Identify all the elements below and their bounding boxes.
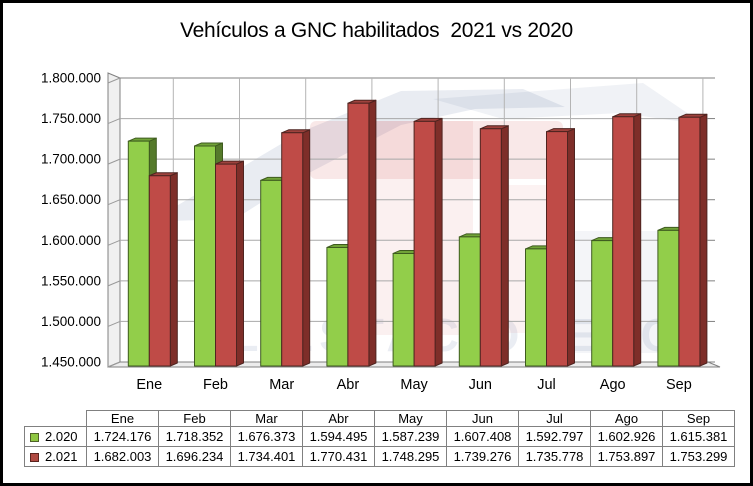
bar-face-2.020-Sep	[657, 229, 680, 367]
bar-side-2.021-Jun	[500, 125, 509, 367]
bar-face-2.020-Ene	[127, 140, 150, 367]
bar-side-2.021-Jul	[567, 128, 575, 367]
gridline-wall-slant	[107, 118, 121, 125]
table-header-Jun: Jun	[446, 410, 519, 427]
gridline-wall-slant	[107, 361, 121, 368]
x-tick-label: Abr	[337, 377, 360, 393]
bar-face-2.020-May	[392, 252, 415, 367]
table-header-May: May	[374, 410, 447, 427]
x-tick-label: May	[400, 377, 428, 393]
table-cell: 1.602.926	[590, 426, 663, 447]
legend-key-2.020: 2.020	[24, 426, 87, 447]
table-row-2.020: 2.020 1.724.176 1.718.352 1.676.373 1.594.49…	[24, 426, 735, 447]
bar-side-2.021-Ago	[633, 113, 642, 367]
legend-label-2.021: 2.021	[45, 449, 78, 464]
table-cell: 1.718.352	[158, 426, 231, 447]
bar-face-2.020-Feb	[194, 145, 216, 367]
gridline-wall-slant	[107, 320, 121, 327]
y-tick-label: 1.500.000	[41, 314, 101, 329]
bar-side-2.021-Mar	[302, 129, 311, 367]
table-header-Jul: Jul	[518, 410, 591, 427]
data-table: Ene Feb Mar Abr May Jun Jul Ago Sep 2.020 1.724.17…	[24, 410, 735, 467]
table-cell: 1.735.778	[518, 446, 591, 467]
table-cell: 1.594.495	[302, 426, 375, 447]
bar-face-2.021-Jun	[479, 128, 502, 367]
x-tick-label: Sep	[666, 377, 692, 393]
bar-side-2.021-Abr	[368, 99, 377, 367]
x-tick-label: Mar	[269, 377, 294, 393]
legend-swatch-2.021	[30, 453, 39, 462]
x-tick-label: Ene	[136, 377, 162, 393]
table-cell: 1.607.408	[446, 426, 519, 447]
y-tick-label: 1.800.000	[41, 71, 101, 86]
y-tick-label: 1.450.000	[41, 355, 101, 370]
y-tick-label: 1.600.000	[41, 233, 101, 248]
table-cell: 1.615.381	[662, 426, 735, 447]
bar-face-2.020-Ago	[591, 240, 614, 367]
bar-side-2.021-Ene	[169, 172, 178, 367]
legend-key-2.021: 2.021	[24, 446, 87, 467]
gridline-wall-slant	[107, 280, 121, 287]
bars	[127, 99, 708, 367]
table-header-Ene: Ene	[86, 410, 159, 427]
gridline-wall-slant	[107, 239, 121, 246]
x-tick-label: Ago	[600, 377, 626, 393]
table-header-Feb: Feb	[158, 410, 231, 427]
table-cell: 1.696.234	[158, 446, 231, 467]
bar-face-2.021-Mar	[281, 132, 304, 367]
table-header-row: Ene Feb Mar Abr May Jun Jul Ago Sep	[25, 410, 735, 427]
x-tick-label: Feb	[203, 377, 228, 393]
table-cell: 1.592.797	[518, 426, 591, 447]
table-cell: 1.682.003	[86, 446, 159, 467]
bar-face-2.021-Feb	[215, 163, 237, 367]
bar-face-2.021-Ago	[612, 116, 635, 367]
y-tick-label: 1.550.000	[41, 273, 101, 288]
table-header-Ago: Ago	[590, 410, 663, 427]
bar-side-2.021-May	[434, 117, 443, 367]
table-cell: 1.587.239	[374, 426, 447, 447]
table-corner-cell	[25, 411, 87, 427]
table-header-Mar: Mar	[230, 410, 303, 427]
table-header-Sep: Sep	[662, 410, 735, 427]
gridline-wall-slant	[107, 158, 121, 165]
y-tick-label: 1.750.000	[41, 111, 101, 126]
table-cell: 1.770.431	[302, 446, 375, 467]
table-cell: 1.753.897	[590, 446, 663, 467]
legend-swatch-2.020	[30, 433, 39, 442]
legend-label-2.020: 2.020	[45, 429, 78, 444]
bar-side-2.021-Feb	[236, 160, 244, 367]
table-cell: 1.753.299	[662, 446, 735, 467]
table-header-Abr: Abr	[302, 410, 375, 427]
table-cell: 1.734.401	[230, 446, 303, 467]
chart-plot-area: EL ESTACIONERO1.800.0001.750.0001.700.00…	[41, 71, 721, 393]
bar-face-2.021-Ene	[148, 175, 171, 367]
wall-left	[107, 72, 121, 368]
table-cell: 1.724.176	[86, 426, 159, 447]
bar-face-2.020-Abr	[326, 247, 349, 367]
y-tick-label: 1.700.000	[41, 152, 101, 167]
bar-face-2.021-Abr	[347, 102, 370, 367]
bar-face-2.020-Mar	[260, 179, 283, 367]
table-cell: 1.748.295	[374, 446, 447, 467]
gridline-wall-slant	[107, 77, 121, 84]
chart-title: Vehículos a GNC habilitados 2021 vs 2020	[180, 19, 573, 42]
gridline-wall-slant	[107, 199, 121, 206]
bar-face-2.021-Jul	[546, 131, 568, 367]
bar-face-2.021-May	[413, 120, 436, 367]
y-tick-label: 1.650.000	[41, 192, 101, 207]
bar-side-2.021-Sep	[699, 113, 708, 367]
table-cell: 1.739.276	[446, 446, 519, 467]
table-cell: 1.676.373	[230, 426, 303, 447]
table-row-2.021: 2.021 1.682.003 1.696.234 1.734.401 1.770.43…	[24, 446, 735, 467]
x-tick-label: Jul	[537, 377, 556, 393]
x-tick-label: Jun	[469, 377, 492, 393]
bar-face-2.020-Jul	[525, 248, 547, 367]
bar-face-2.020-Jun	[458, 236, 481, 367]
bar-face-2.021-Sep	[678, 116, 701, 367]
